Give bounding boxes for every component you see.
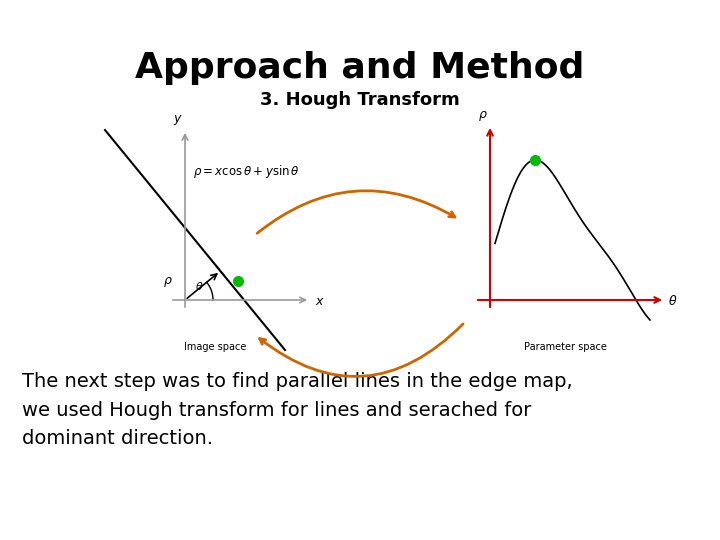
Text: $\rho = x\cos\theta + y\sin\theta$: $\rho = x\cos\theta + y\sin\theta$ bbox=[193, 163, 300, 180]
Text: Image space: Image space bbox=[184, 342, 246, 352]
Text: $\rho$: $\rho$ bbox=[163, 274, 173, 288]
Text: $x$: $x$ bbox=[315, 295, 325, 308]
Text: $\theta$: $\theta$ bbox=[668, 294, 678, 308]
Text: 3. Hough Transform: 3. Hough Transform bbox=[260, 91, 460, 109]
Text: $\theta$: $\theta$ bbox=[195, 280, 204, 292]
Text: $y$: $y$ bbox=[173, 113, 183, 127]
Text: Parameter space: Parameter space bbox=[523, 342, 606, 352]
Text: Approach and Method: Approach and Method bbox=[135, 51, 585, 85]
Text: The next step was to find parallel lines in the edge map,
we used Hough transfor: The next step was to find parallel lines… bbox=[22, 372, 572, 448]
Text: $\rho$: $\rho$ bbox=[478, 109, 487, 123]
